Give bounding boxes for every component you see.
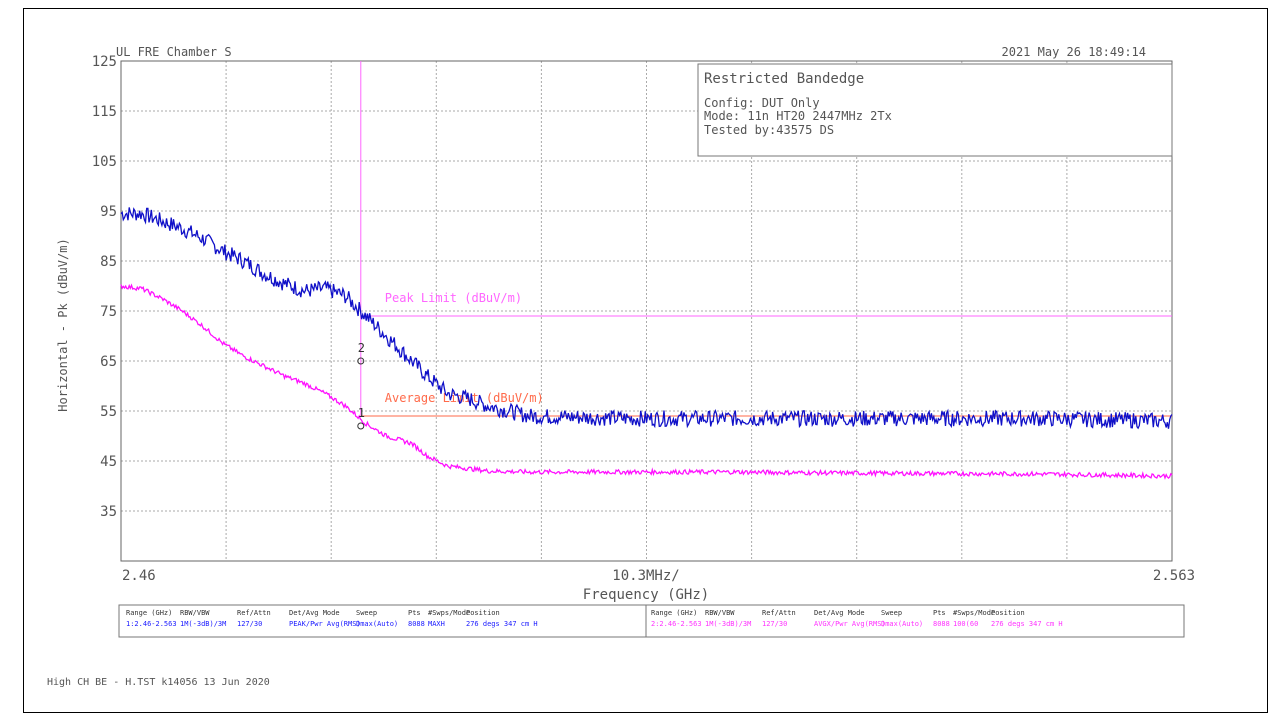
marker-label: 1 bbox=[358, 406, 365, 420]
table-header-cell: #Swps/Mode bbox=[428, 609, 470, 617]
peak-trace bbox=[120, 207, 1173, 430]
table-cell: 2:2.46-2.563 bbox=[651, 620, 702, 628]
x-axis-label: Frequency (GHz) bbox=[583, 587, 709, 603]
traces bbox=[120, 207, 1173, 480]
marker-point bbox=[357, 357, 365, 365]
y-tick-label: 115 bbox=[92, 104, 117, 120]
table-cell: 276 degs 347 cm H bbox=[466, 620, 538, 628]
plot-frame: Peak Limit (dBuV/m) Average Limit (dBuV/m… bbox=[23, 8, 1268, 713]
table-header-cell: Ref/Attn bbox=[237, 609, 271, 617]
table-header-cell: Pts bbox=[408, 609, 421, 617]
table-header-cell: Det/Avg Mode bbox=[289, 609, 340, 617]
marker-label: 2 bbox=[358, 341, 365, 355]
x-tick-right: 2.563 bbox=[1153, 568, 1195, 584]
table-cell: 100(60 bbox=[953, 620, 978, 628]
y-tick-label: 125 bbox=[92, 54, 117, 70]
table-cell: Dmax(Auto) bbox=[881, 620, 923, 628]
y-tick-label: 65 bbox=[100, 354, 117, 370]
table-cell: MAXH bbox=[428, 620, 445, 628]
limit-label: Average Limit (dBuV/m) bbox=[385, 391, 544, 405]
marker-point bbox=[357, 422, 365, 430]
grid bbox=[120, 60, 1173, 562]
x-tick-left: 2.46 bbox=[122, 568, 156, 584]
plot-area-border bbox=[120, 60, 1173, 562]
site-label: UL FRE Chamber S bbox=[116, 45, 232, 59]
y-tick-label: 55 bbox=[100, 404, 117, 420]
y-tick-label: 105 bbox=[92, 154, 117, 170]
table-header-cell: Det/Avg Mode bbox=[814, 609, 865, 617]
table-header-cell: Position bbox=[466, 609, 500, 617]
table-header-cell: Ref/Attn bbox=[762, 609, 796, 617]
table-cell: 8088 bbox=[408, 620, 425, 628]
axes: 125 115 105 95 85 75 65 55 45 35 bbox=[92, 54, 117, 520]
table-header-cell: Sweep bbox=[356, 609, 377, 617]
settings-table-border bbox=[118, 604, 1185, 638]
info-box bbox=[697, 63, 1173, 157]
table-cell: 127/30 bbox=[762, 620, 787, 628]
table-cell: AVGX/Pwr Avg(RMS) bbox=[814, 620, 886, 628]
info-mode: Mode: 11n HT20 2447MHz 2Tx bbox=[704, 109, 892, 123]
table-header-cell: Sweep bbox=[881, 609, 902, 617]
limit-lines: Peak Limit (dBuV/m) Average Limit (dBuV/m… bbox=[360, 61, 1172, 417]
table-header-cell: RBW/VBW bbox=[180, 609, 210, 617]
emissions-chart: Peak Limit (dBuV/m) Average Limit (dBuV/m… bbox=[47, 45, 1195, 688]
y-tick-label: 45 bbox=[100, 454, 117, 470]
table-header-cell: Pts bbox=[933, 609, 946, 617]
info-tester: Tested by:43575 DS bbox=[704, 123, 834, 137]
table-header-cell: Position bbox=[991, 609, 1025, 617]
table-header-cell: Range (GHz) bbox=[651, 609, 697, 617]
timestamp-label: 2021 May 26 18:49:14 bbox=[1002, 45, 1147, 59]
table-cell: 1:2.46-2.563 bbox=[126, 620, 177, 628]
y-tick-label: 75 bbox=[100, 304, 117, 320]
table-cell: 8088 bbox=[933, 620, 950, 628]
y-tick-label: 35 bbox=[100, 504, 117, 520]
y-tick-label: 95 bbox=[100, 204, 117, 220]
y-tick-label: 85 bbox=[100, 254, 117, 270]
markers: 21 bbox=[357, 341, 365, 430]
table-header-cell: #Swps/Mode bbox=[953, 609, 995, 617]
table-cell: 127/30 bbox=[237, 620, 262, 628]
table-cell: Dmax(Auto) bbox=[356, 620, 398, 628]
table-header-cell: RBW/VBW bbox=[705, 609, 735, 617]
x-tick-center: 10.3MHz/ bbox=[612, 568, 679, 584]
settings-table: Range (GHz) RBW/VBW Ref/Attn Det/Avg Mode Sw… bbox=[118, 604, 1185, 638]
info-config: Config: DUT Only bbox=[704, 96, 820, 110]
limit-label: Peak Limit (dBuV/m) bbox=[385, 291, 522, 305]
average-trace bbox=[120, 283, 1173, 480]
footer-note: High CH BE - H.TST k14056 13 Jun 2020 bbox=[47, 677, 270, 688]
table-cell: 1M(-3dB)/3M bbox=[180, 620, 226, 628]
info-title: Restricted Bandedge bbox=[704, 71, 864, 87]
table-cell: 276 degs 347 cm H bbox=[991, 620, 1063, 628]
y-axis-label: Horizontal - Pk (dBuV/m) bbox=[56, 238, 70, 411]
table-cell: PEAK/Pwr Avg(RMS) bbox=[289, 620, 361, 628]
table-header-cell: Range (GHz) bbox=[126, 609, 172, 617]
table-cell: 1M(-3dB)/3M bbox=[705, 620, 751, 628]
